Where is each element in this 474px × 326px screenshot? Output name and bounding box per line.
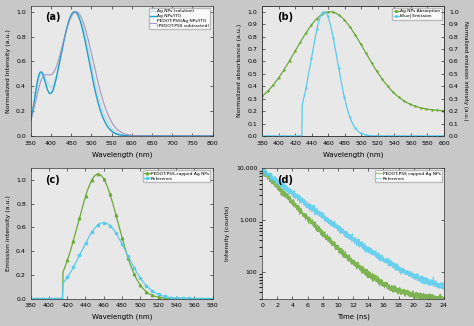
Legend: PEDOT:PSS capped Ag NPs, Reference: PEDOT:PSS capped Ag NPs, Reference — [374, 170, 442, 182]
Y-axis label: Intensity (counts): Intensity (counts) — [226, 206, 230, 261]
Legend: Ag NPs (solution), Ag NPs/ITO, PEDOT:PSS/Ag NPs/ITO
(PEDOT:PSS subtracted): Ag NPs (solution), Ag NPs/ITO, PEDOT:PSS… — [149, 8, 210, 29]
X-axis label: Wavelength (nm): Wavelength (nm) — [91, 151, 152, 158]
Text: (c): (c) — [46, 175, 60, 185]
Y-axis label: Normalized emission intensity (a.u.): Normalized emission intensity (a.u.) — [464, 21, 468, 121]
X-axis label: Wavelength (nm): Wavelength (nm) — [323, 151, 383, 158]
Text: (b): (b) — [277, 12, 293, 22]
Y-axis label: Normalized absorbance (a.u.): Normalized absorbance (a.u.) — [237, 24, 242, 117]
Legend: PEDOT:PSS-capped Ag NPs, Reference: PEDOT:PSS-capped Ag NPs, Reference — [143, 170, 210, 182]
X-axis label: Wavelength (nm): Wavelength (nm) — [91, 314, 152, 320]
X-axis label: Time (ns): Time (ns) — [337, 314, 370, 320]
Y-axis label: Normalized Intensity (a.u.): Normalized Intensity (a.u.) — [6, 29, 10, 113]
Text: (d): (d) — [277, 175, 293, 185]
Legend: Ag NPs Absorption, BlueJ Emission: Ag NPs Absorption, BlueJ Emission — [392, 8, 442, 20]
Text: (a): (a) — [46, 12, 61, 22]
Y-axis label: Emission intensity (a.u.): Emission intensity (a.u.) — [6, 195, 10, 271]
